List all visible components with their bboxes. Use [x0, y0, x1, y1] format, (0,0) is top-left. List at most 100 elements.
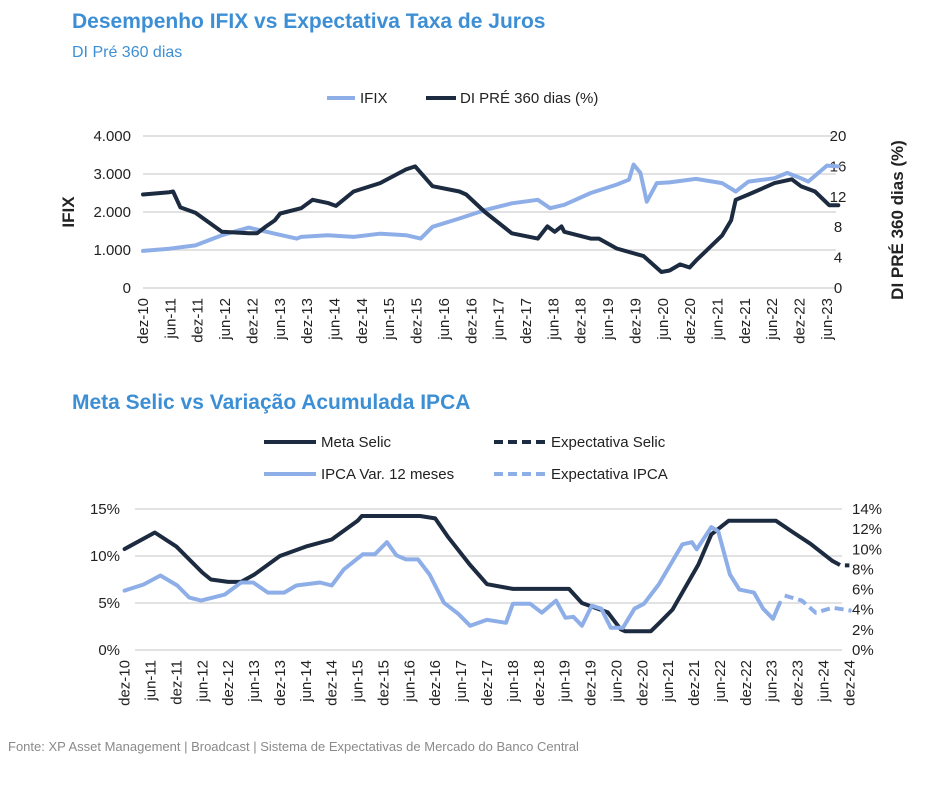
y2-tick-label: 6% — [852, 582, 874, 599]
x-tick-label: jun-16 — [436, 298, 453, 341]
x-tick-label: dez-16 — [463, 298, 480, 344]
chart1-title: Desempenho IFIX vs Expectativa Taxa de J… — [72, 10, 545, 33]
x-tick-label: jun-13 — [246, 660, 263, 703]
y-tick-label: 5% — [98, 595, 120, 612]
x-tick-label: dez-11 — [168, 660, 185, 705]
x-tick-label: jun-18 — [545, 298, 562, 341]
series-line-di-pr-360-dias- — [141, 164, 841, 274]
x-tick-label: dez-20 — [634, 660, 651, 706]
x-tick-label: dez-23 — [790, 660, 807, 706]
x-tick-label: dez-20 — [682, 298, 699, 344]
x-tick-label: dez-14 — [354, 298, 371, 344]
x-tick-label: jun-19 — [557, 660, 574, 703]
x-tick-label: jun-22 — [764, 298, 781, 341]
legend-label-meta-selic: Meta Selic — [321, 434, 392, 451]
x-tick-label: jun-13 — [272, 298, 289, 341]
x-tick-label: jun-15 — [350, 660, 367, 703]
y2-tick-label: 8% — [852, 561, 874, 578]
y2-tick-label: 4% — [852, 602, 874, 619]
x-tick-label: dez-10 — [135, 298, 152, 344]
chart1-subtitle: DI Pré 360 dias — [72, 44, 182, 61]
y-tick-label: 4.000 — [93, 128, 131, 145]
legend-label-expectativa-ipca: Expectativa IPCA — [551, 466, 668, 483]
x-tick-label: dez-13 — [299, 298, 316, 344]
y-tick-label: 1.000 — [93, 242, 131, 259]
x-tick-label: dez-17 — [518, 298, 535, 344]
x-tick-label: jun-20 — [608, 660, 625, 703]
x-tick-label: jun-23 — [764, 660, 781, 703]
y-tick-label: 3.000 — [93, 166, 131, 183]
x-tick-label: jun-12 — [217, 298, 234, 341]
y2-tick-label: 12% — [852, 521, 882, 538]
y2-tick-label: 14% — [852, 501, 882, 518]
y2-tick-label: 12 — [830, 189, 847, 206]
x-tick-label: dez-14 — [324, 660, 341, 706]
y2-tick-label: 0 — [834, 280, 842, 297]
x-tick-label: dez-11 — [190, 298, 207, 343]
series-line-expectativa-selic — [831, 558, 850, 568]
x-tick-label: dez-16 — [427, 660, 444, 706]
y-tick-label: 0% — [98, 642, 120, 659]
chart1-ylabel: IFIX — [59, 196, 78, 228]
y-tick-label: 10% — [90, 548, 120, 565]
chart1-y2label: DI PRÉ 360 dias (%) — [888, 140, 907, 300]
y2-tick-label: 8 — [834, 219, 842, 236]
x-tick-label: dez-21 — [686, 660, 703, 706]
x-tick-label: jun-11 — [162, 298, 179, 340]
legend-label-ifix: IFIX — [360, 90, 388, 107]
x-tick-label: jun-14 — [298, 660, 315, 703]
x-tick-label: dez-22 — [792, 298, 809, 344]
series-line-meta-selic — [122, 514, 835, 634]
x-tick-label: jun-15 — [381, 298, 398, 341]
chart1-legend: IFIX DI PRÉ 360 dias (%) — [327, 90, 598, 107]
x-tick-label: jun-16 — [401, 660, 418, 703]
chart2-plot: 0% 5% 10% 15% 0% 2% 4% 6% 8% 10% 12% 14% dez-10 jun-1… — [90, 501, 882, 706]
x-tick-label: jun-14 — [326, 298, 343, 341]
x-tick-label: dez-10 — [117, 660, 134, 706]
y2-tick-label: 4 — [834, 250, 842, 267]
x-tick-label: jun-20 — [655, 298, 672, 341]
legend-label-di: DI PRÉ 360 dias (%) — [460, 90, 598, 107]
x-tick-label: dez-24 — [841, 660, 858, 706]
x-tick-label: jun-19 — [600, 298, 617, 341]
x-tick-label: dez-19 — [627, 298, 644, 344]
y-tick-label: 15% — [90, 501, 120, 518]
y2-tick-label: 2% — [852, 622, 874, 639]
x-tick-label: dez-17 — [479, 660, 496, 706]
chart2-legend: Meta Selic Expectativa Selic IPCA Var. 1… — [264, 434, 668, 483]
x-tick-label: jun-18 — [505, 660, 522, 703]
source-footer: Fonte: XP Asset Management | Broadcast |… — [8, 739, 579, 754]
x-tick-label: jun-17 — [491, 298, 508, 341]
x-tick-label: jun-11 — [143, 660, 160, 702]
y2-tick-label: 10% — [852, 541, 882, 558]
chart2-title: Meta Selic vs Variação Acumulada IPCA — [72, 391, 470, 414]
x-tick-label: jun-12 — [194, 660, 211, 703]
x-tick-label: dez-12 — [244, 298, 261, 344]
x-tick-label: dez-12 — [220, 660, 237, 706]
x-tick-label: jun-24 — [815, 660, 832, 703]
x-tick-label: dez-15 — [375, 660, 392, 706]
x-tick-label: dez-19 — [583, 660, 600, 706]
y2-tick-label: 20 — [830, 128, 847, 145]
series-line-ifix — [141, 162, 841, 253]
x-tick-label: jun-22 — [712, 660, 729, 703]
x-tick-label: dez-18 — [573, 298, 590, 344]
x-tick-label: dez-22 — [738, 660, 755, 706]
legend-label-expectativa-selic: Expectativa Selic — [551, 434, 666, 451]
legend-label-ipca: IPCA Var. 12 meses — [321, 466, 454, 483]
x-tick-label: jun-23 — [819, 298, 836, 341]
x-tick-label: jun-21 — [660, 660, 677, 703]
y-tick-label: 2.000 — [93, 204, 131, 221]
x-tick-label: jun-17 — [453, 660, 470, 703]
series-line-expectativa-ipca — [784, 593, 852, 615]
x-tick-label: dez-21 — [737, 298, 754, 344]
x-tick-label: dez-15 — [409, 298, 426, 344]
y-tick-label: 0 — [123, 280, 131, 297]
x-tick-label: dez-18 — [531, 660, 548, 706]
x-tick-label: jun-21 — [709, 298, 726, 341]
series-line-ipca-var-12-meses — [122, 525, 782, 630]
y2-tick-label: 0% — [852, 642, 874, 659]
x-tick-label: dez-13 — [272, 660, 289, 706]
